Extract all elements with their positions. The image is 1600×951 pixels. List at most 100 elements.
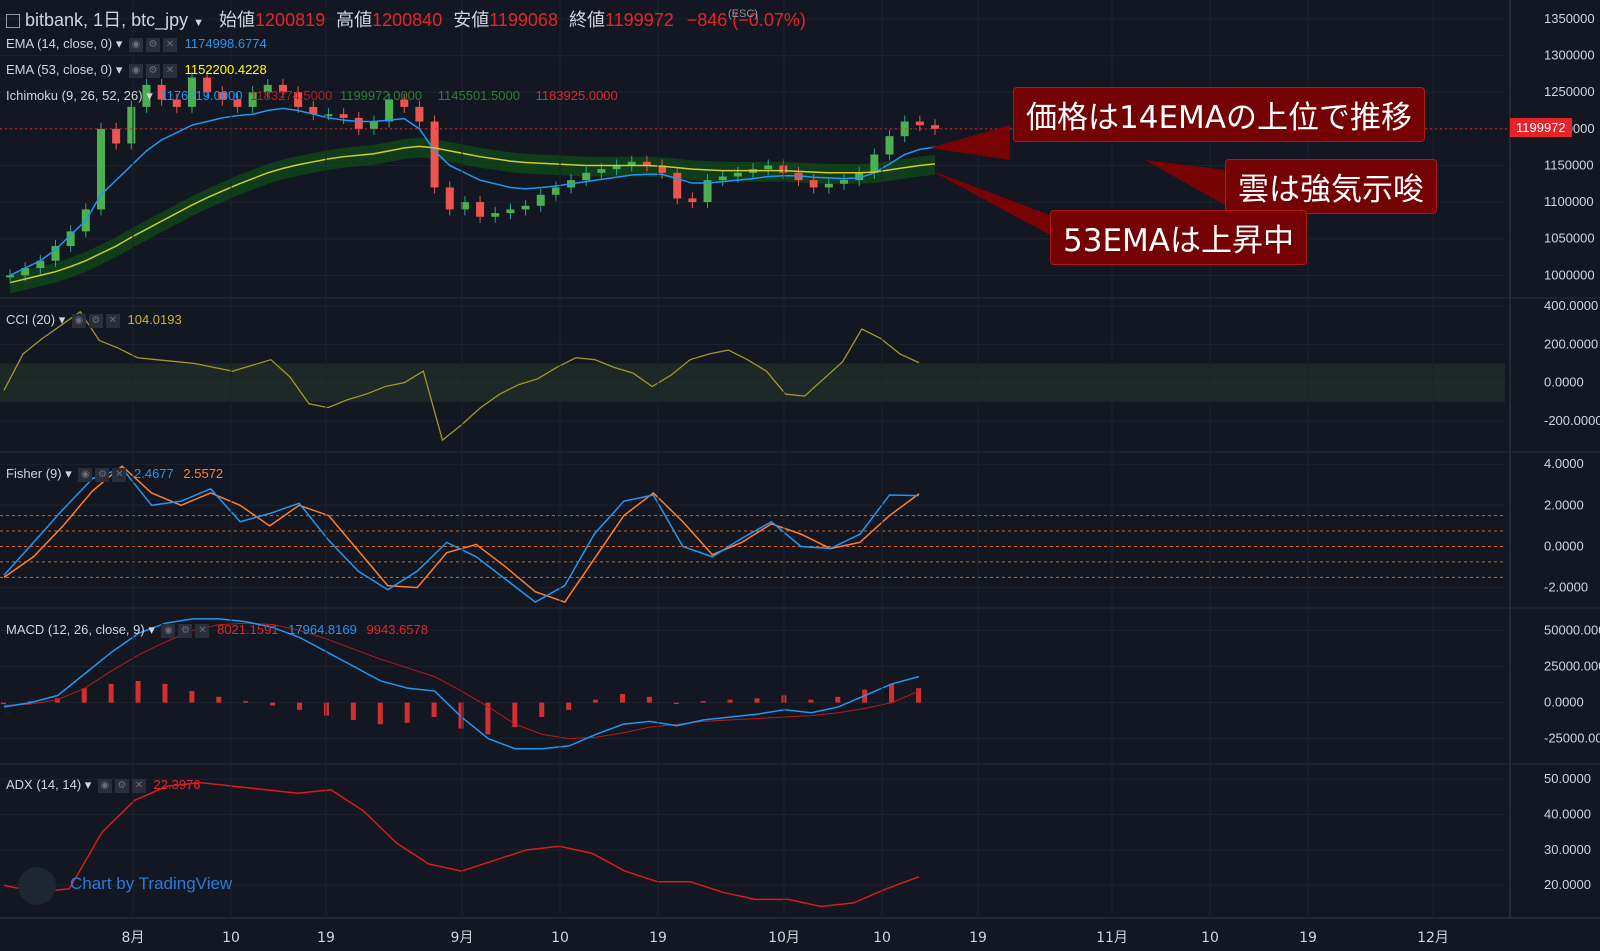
candle [309, 106, 318, 115]
candle [172, 99, 181, 107]
gear-icon[interactable]: ⚙ [88, 313, 103, 328]
ema53-legend[interactable]: EMA (53, close, 0) ▾ ◉ ⚙ ✕ 1152200.4228 [6, 62, 267, 78]
macd-histogram-bar [808, 699, 814, 703]
candle [824, 183, 833, 188]
macd-histogram-bar [727, 699, 733, 703]
callout-ema53-rising: 53EMAは上昇中 [1050, 210, 1307, 265]
macd-histogram-bar [700, 701, 706, 703]
watermark[interactable]: Chart by TradingView [70, 874, 232, 894]
eye-icon[interactable]: ◉ [128, 37, 143, 52]
macd-histogram-bar [189, 691, 195, 703]
callout-pointer [930, 170, 1050, 235]
candle [430, 121, 439, 188]
low-value: 1199068 [489, 10, 558, 30]
fisher-value-2: 2.5572 [183, 466, 224, 481]
eye-icon[interactable]: ◉ [71, 313, 86, 328]
ema53-value: 1152200.4228 [184, 62, 267, 77]
last-price-tag: 1199972 [1510, 118, 1572, 137]
close-icon[interactable]: ✕ [162, 63, 177, 78]
gear-icon[interactable]: ⚙ [114, 778, 129, 793]
macd-histogram-bar [377, 702, 383, 725]
candle [612, 165, 621, 170]
tradingview-logo-icon[interactable] [18, 867, 56, 905]
menu-icon[interactable] [6, 14, 20, 29]
x-tick-label: 11月 [1096, 930, 1128, 946]
macd-value-2: 17964.8169 [288, 622, 357, 637]
candle [294, 92, 303, 107]
candle [233, 99, 242, 107]
candle [915, 121, 924, 126]
low-label: 安値 [453, 10, 490, 30]
gear-icon[interactable]: ⚙ [178, 623, 193, 638]
close-icon[interactable]: ✕ [195, 623, 210, 638]
candle [263, 84, 272, 93]
x-tick-label: 8月 [122, 930, 145, 946]
candle [506, 209, 515, 214]
ichimoku-v4: 1145501.5000 [437, 88, 520, 103]
candle [551, 187, 560, 195]
chevron-down-icon[interactable]: ▼ [193, 17, 205, 29]
close-icon[interactable]: ✕ [162, 37, 177, 52]
candle [855, 172, 864, 181]
candle [491, 213, 500, 217]
open-label: 始値 [219, 10, 256, 30]
adx-value: 22.3976 [153, 777, 201, 792]
ichimoku-v3: 1199972.0000 [339, 88, 423, 103]
close-icon[interactable]: ✕ [105, 313, 120, 328]
close-icon[interactable]: ✕ [131, 778, 146, 793]
eye-icon[interactable]: ◉ [97, 778, 112, 793]
y-tick-label: 1050000 [1544, 231, 1595, 246]
macd-histogram-bar [593, 699, 599, 703]
watermark-text: Chart by TradingView [70, 874, 233, 893]
fisher-legend[interactable]: Fisher (9) ▾ ◉ ⚙ ✕ 2.4677 2.5572 [6, 466, 224, 482]
macd-histogram-bar [350, 702, 356, 720]
x-tick-label: 10 [222, 930, 240, 946]
y-tick-label: 40.0000 [1544, 806, 1591, 821]
gear-icon[interactable]: ⚙ [95, 467, 110, 482]
ema53-label: EMA (53, close, 0) [6, 62, 113, 77]
macd-histogram-bar [54, 698, 60, 703]
macd-histogram-bar [485, 702, 491, 735]
candle [127, 106, 136, 144]
y-tick-label: 4.0000 [1544, 456, 1584, 471]
x-tick-label: 9月 [451, 930, 474, 946]
macd-histogram-bar [512, 702, 518, 728]
candle [688, 198, 697, 203]
ichimoku-legend[interactable]: Ichimoku (9, 26, 52, 26) ▾ 1176219.0000 … [6, 88, 618, 103]
callout-pointer [930, 125, 1010, 160]
ichimoku-cloud [10, 137, 935, 294]
y-tick-label: 0.0000 [1544, 375, 1584, 390]
eye-icon[interactable]: ◉ [128, 63, 143, 78]
eye-icon[interactable]: ◉ [78, 467, 93, 482]
y-tick-label: -25000.0000 [1544, 731, 1600, 746]
candle [764, 165, 773, 170]
macd-histogram-bar [566, 702, 572, 710]
y-tick-label: 1000000 [1544, 267, 1595, 282]
candle [369, 121, 378, 129]
x-tick-label: 19 [317, 930, 335, 946]
candle [536, 194, 545, 206]
macd-value-1: 8021.1591 [217, 622, 279, 637]
adx-legend[interactable]: ADX (14, 14) ▾ ◉ ⚙ ✕ 22.3976 [6, 777, 201, 793]
cci-label: CCI (20) [6, 312, 56, 327]
gear-icon[interactable]: ⚙ [145, 37, 160, 52]
candle [900, 121, 909, 137]
macd-histogram-bar [431, 702, 437, 718]
gear-icon[interactable]: ⚙ [145, 63, 160, 78]
candle [460, 202, 469, 210]
candle [885, 136, 894, 155]
close-icon[interactable]: ✕ [112, 467, 127, 482]
symbol-title[interactable]: bitbank, 1日, btc_jpy [25, 10, 189, 30]
y-tick-label: 20.0000 [1544, 877, 1591, 892]
fisher-label: Fisher (9) [6, 466, 62, 481]
candle [203, 77, 212, 93]
esc-hint: (ESC) [728, 8, 758, 20]
eye-icon[interactable]: ◉ [161, 623, 176, 638]
cci-legend[interactable]: CCI (20) ▾ ◉ ⚙ ✕ 104.0193 [6, 312, 182, 328]
ema14-label: EMA (14, close, 0) [6, 36, 113, 51]
macd-legend[interactable]: MACD (12, 26, close, 9) ▾ ◉ ⚙ ✕ 8021.1591 … [6, 622, 428, 638]
ema14-legend[interactable]: EMA (14, close, 0) ▾ ◉ ⚙ ✕ 1174998.6774 [6, 36, 267, 52]
ichimoku-label: Ichimoku (9, 26, 52, 26) [6, 88, 143, 103]
macd-histogram-bar [646, 696, 652, 703]
